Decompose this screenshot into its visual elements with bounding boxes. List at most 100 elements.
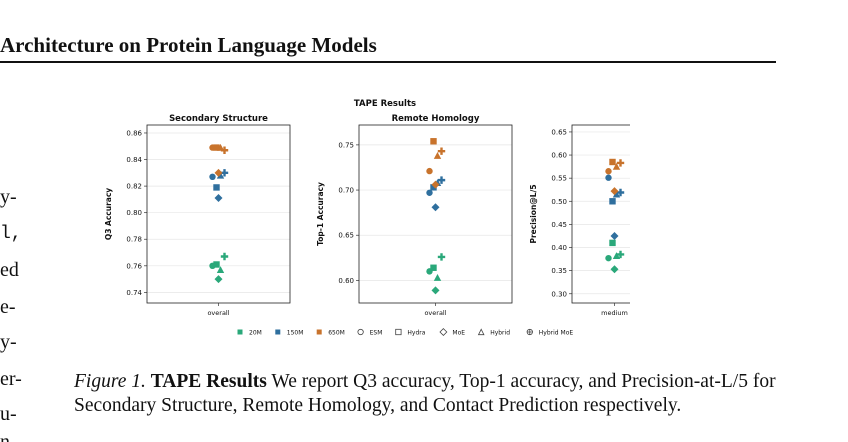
legend-swatch-20m [237,329,243,335]
data-point-20m-plus [616,250,625,259]
data-point-150m-circle [209,173,216,181]
y-tick-label: 0.45 [551,221,567,229]
data-point-20m-diamond [214,275,223,284]
data-point-150m-circle [426,189,433,196]
data-point-20m-diamond [431,286,440,295]
caption-label: Figure 1. [74,371,146,392]
y-tick-label: 0.40 [551,244,567,252]
data-point-150m-triangle [216,171,225,179]
x-tick-label: overall [207,309,229,317]
y-tick-label: 0.76 [126,262,142,270]
data-point-20m-square [609,239,616,247]
legend-label: 650M [328,329,345,336]
section-title: Architecture on Protein Language Models [0,33,377,57]
legend-label: 150M [287,329,304,336]
data-point-650m-circle [426,167,433,175]
x-tick-label: medium [601,309,628,317]
data-point-150m-plus [616,188,625,197]
panel-title: Remote Homology [392,114,480,124]
panel-frame [358,124,513,304]
legend-marker-plus-cross [527,329,533,335]
y-tick-label: 0.70 [338,187,354,195]
left-text-line: y- [0,186,17,208]
data-point-650m-plus [220,146,229,154]
data-point-150m-square [430,184,437,191]
y-tick-label: 0.75 [338,141,354,149]
y-tick-label: 0.84 [126,156,142,164]
data-point-150m-triangle [612,190,621,198]
data-point-650m-triangle [612,162,621,170]
figure-title: TAPE Results [354,99,416,109]
y-tick-label: 0.65 [338,232,354,240]
legend-label: ESM [370,329,383,336]
y-tick-label: 0.60 [551,152,567,160]
legend-label: Hybrid MoE [539,329,574,336]
legend-marker-circle [357,328,364,336]
y-axis-label: Top-1 Accuracy [316,182,325,246]
data-point-20m-plus [220,252,229,261]
left-text-line: u- [0,403,17,425]
legend-marker-diamond [439,328,448,336]
data-point-150m-square [213,184,220,191]
data-point-150m-plus [437,176,446,184]
data-point-650m-square [213,144,220,151]
left-column-text: y- l, ed e- y- er- u- n [0,0,30,442]
y-tick-label: 0.86 [126,129,142,137]
left-text-line: ed [0,259,19,281]
data-point-650m-diamond [431,180,440,189]
legend-label: Hydra [407,329,425,336]
data-point-650m-plus [616,159,625,167]
left-text-line: y- [0,331,17,353]
data-point-150m-diamond [431,203,440,212]
panel-title: Secondary Structure [169,114,268,124]
data-point-650m-circle [605,168,612,175]
data-point-650m-diamond [214,168,223,177]
y-tick-label: 0.78 [126,236,142,244]
data-point-20m-triangle [433,274,442,281]
legend-marker-square [395,328,402,336]
caption-title: TAPE Results [150,371,267,392]
figure-caption: Figure 1. TAPE Results We report Q3 accu… [74,370,779,418]
y-tick-label: 0.65 [551,128,567,136]
left-text-line: n [0,431,10,442]
data-point-150m-diamond [214,194,223,203]
y-tick-label: 0.55 [551,175,567,183]
x-tick-label: overall [424,309,446,317]
data-point-650m-square [430,138,437,145]
y-tick-label: 0.60 [338,277,354,285]
legend-marker-triangle [477,328,485,336]
data-point-20m-plus [437,253,446,261]
legend-label: 20M [249,329,262,336]
section-rule [0,61,776,63]
y-axis-label: Q3 Accuracy [104,188,113,240]
y-tick-label: 0.74 [126,289,142,297]
y-tick-label: 0.82 [126,183,142,191]
y-tick-label: 0.80 [126,209,142,217]
data-point-20m-triangle [612,252,621,260]
data-point-650m-square [609,158,616,166]
legend-swatch-150m [275,329,281,335]
data-point-20m-square [213,261,220,268]
left-text-line: l, [0,224,22,244]
data-point-20m-square [430,264,437,271]
legend-label: MoE [452,329,465,336]
y-tick-label: 0.50 [551,198,567,206]
left-text-line: er- [0,368,22,390]
left-text-line: e- [0,296,16,318]
data-point-150m-diamond [610,231,619,240]
data-point-150m-circle [605,174,612,181]
panel-frame [571,124,630,304]
data-point-650m-diamond [610,187,619,196]
y-tick-label: 0.35 [551,267,567,275]
data-point-20m-triangle [216,266,225,273]
caption-text: We report Q3 accuracy, Top-1 accuracy, a… [74,371,776,416]
data-point-20m-diamond [610,265,619,274]
legend-label: Hybrid [490,329,510,336]
data-point-150m-square [609,198,616,205]
y-tick-label: 0.30 [551,290,567,298]
data-point-650m-triangle [433,152,442,159]
legend-swatch-650m [316,329,322,335]
y-axis-label: Precision@L/5 [529,184,538,243]
data-point-650m-plus [437,147,446,155]
data-point-20m-circle [605,254,612,262]
